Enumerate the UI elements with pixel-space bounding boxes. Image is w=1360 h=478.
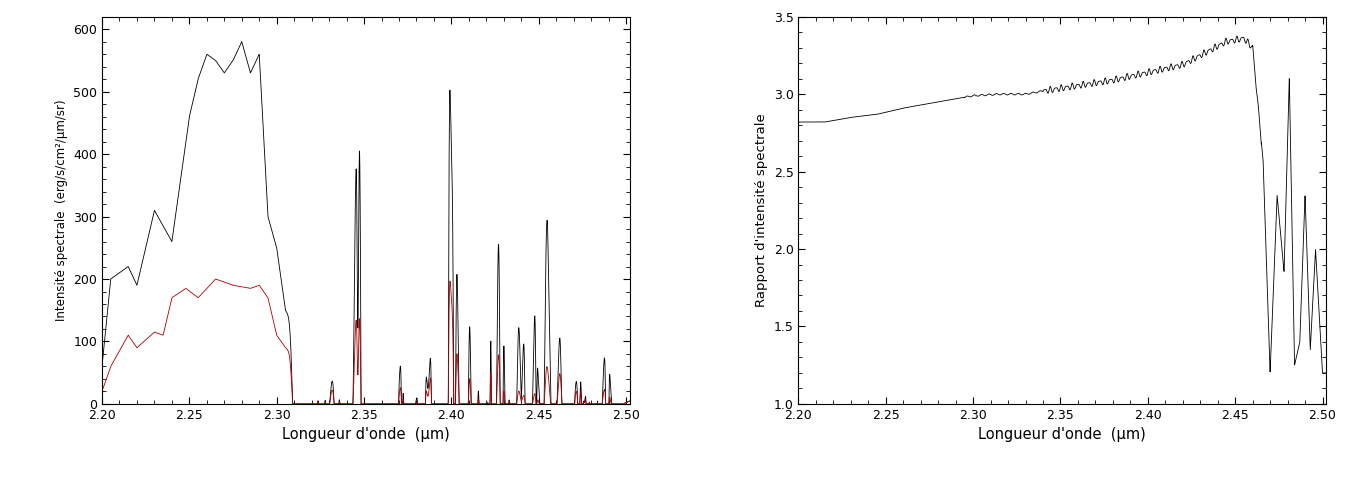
Y-axis label: Rapport d'intensité spectrale: Rapport d'intensité spectrale bbox=[755, 113, 768, 307]
X-axis label: Longueur d'onde  (μm): Longueur d'onde (μm) bbox=[978, 427, 1146, 442]
X-axis label: Longueur d'onde  (μm): Longueur d'onde (μm) bbox=[282, 427, 450, 442]
Y-axis label: Intensité spectrale  (erg/s/cm²/μm/sr): Intensité spectrale (erg/s/cm²/μm/sr) bbox=[54, 99, 68, 321]
